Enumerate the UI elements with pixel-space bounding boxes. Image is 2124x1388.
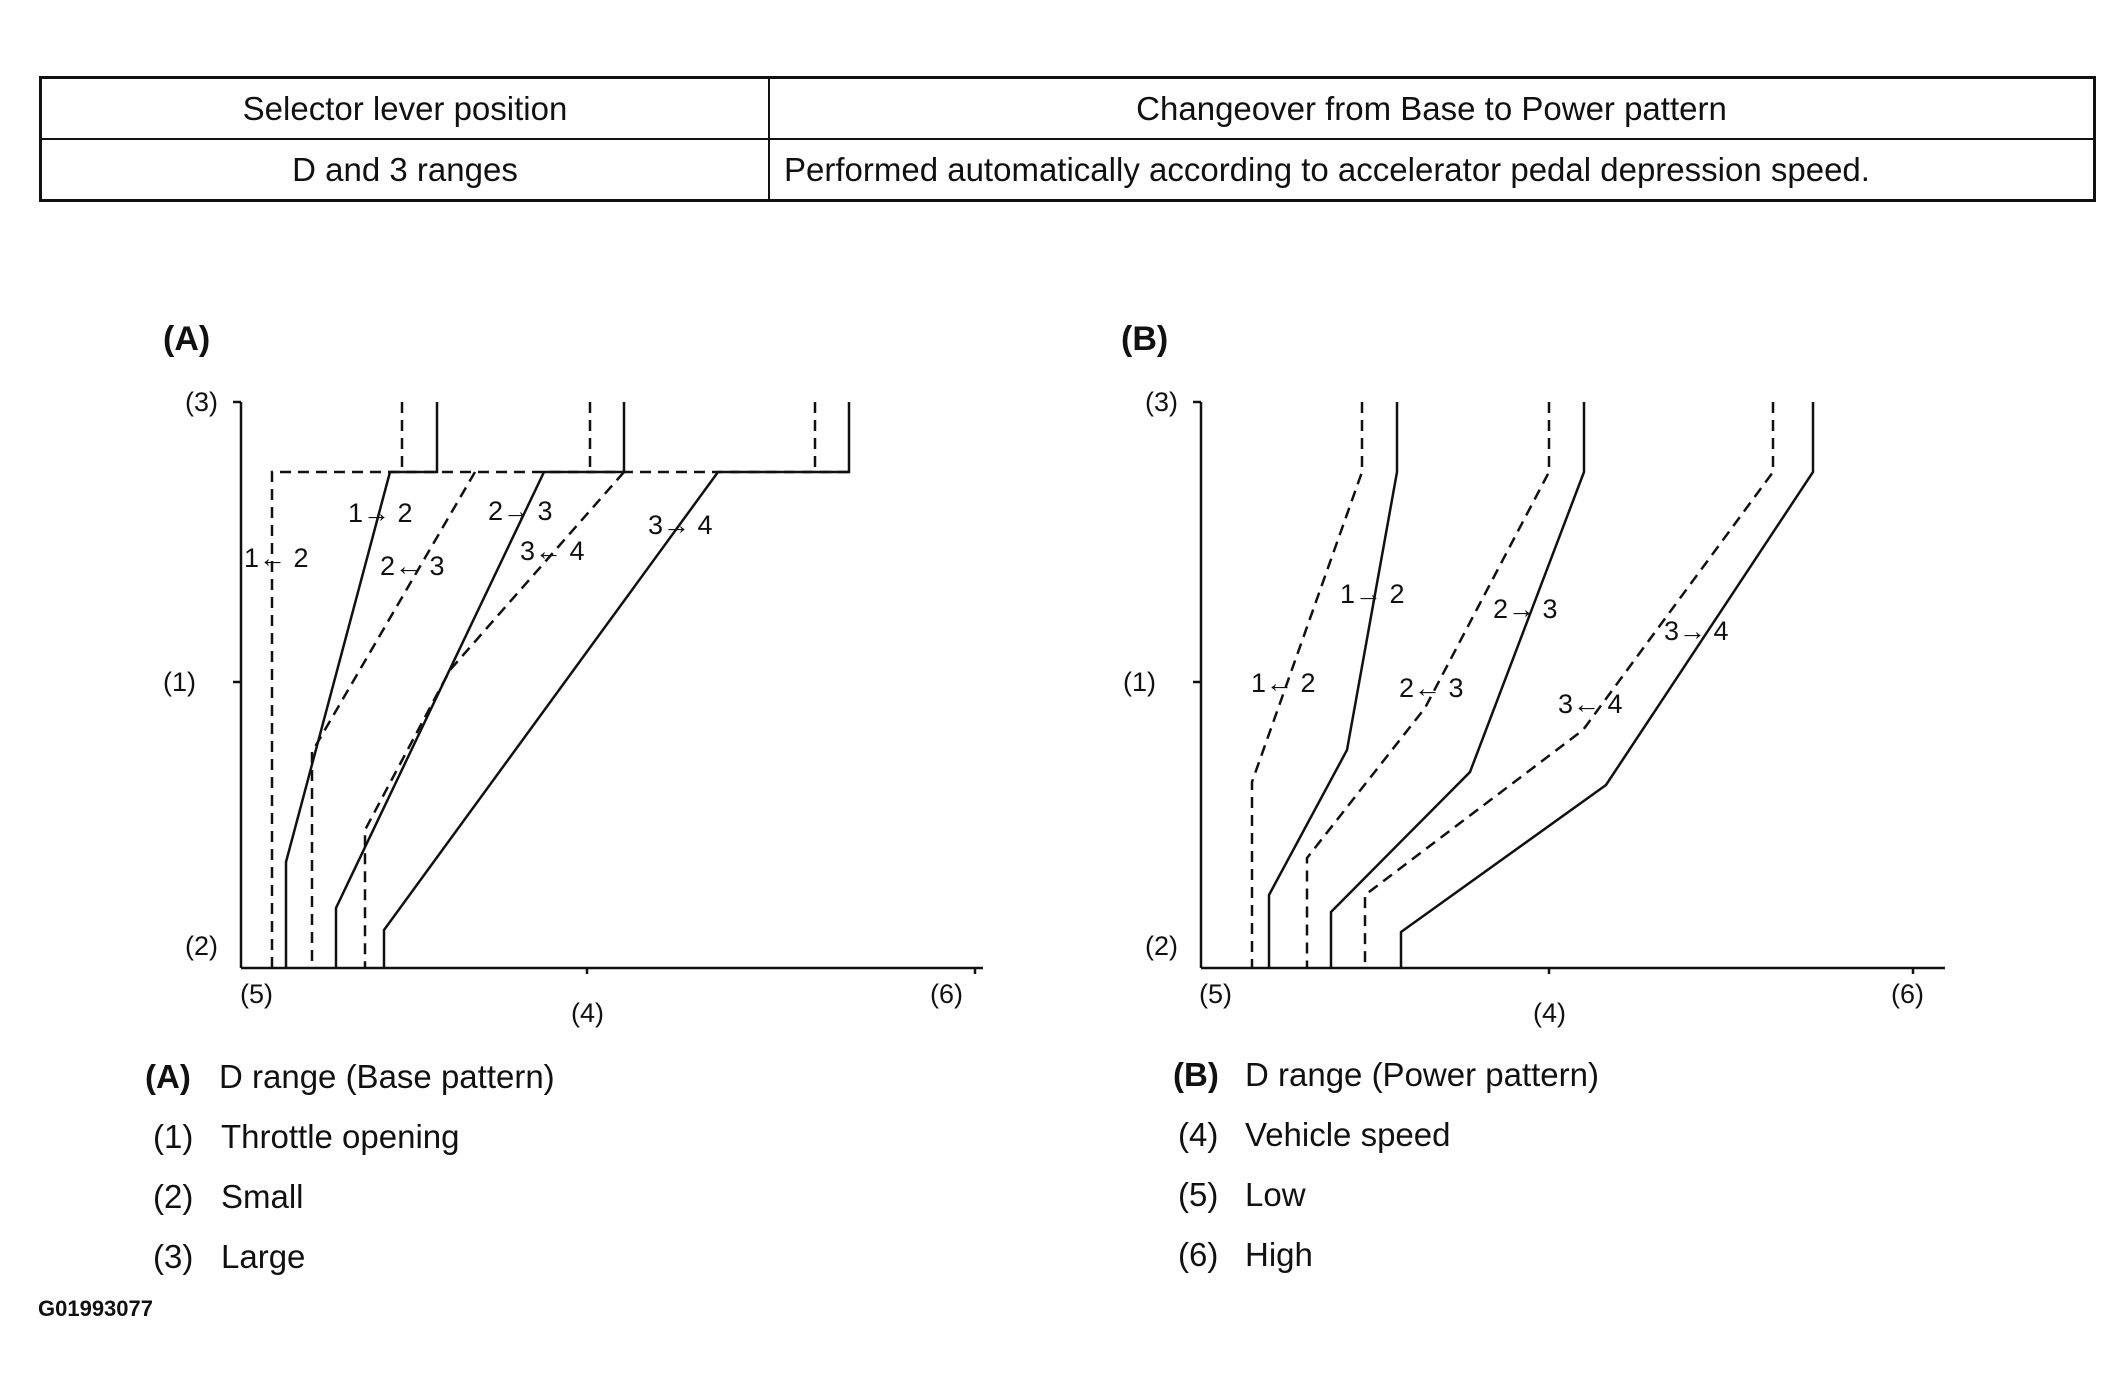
panel-b-shift-up-2-3: 2→ 3 [1493, 594, 1558, 624]
legend-item-3: (3) Large [153, 1238, 305, 1276]
panel-b-downshift-3-4 [1363, 402, 1775, 968]
panel-b-speed-label: (4) [1533, 998, 1566, 1028]
panel-b-low-label: (5) [1199, 979, 1232, 1009]
figure-id: G01993077 [38, 1296, 153, 1321]
legend-key: (3) [153, 1238, 194, 1275]
panel-a-shift-up-2-3: 2→ 3 [488, 496, 553, 526]
panel-a-high-label: (6) [930, 979, 963, 1009]
table-cell-changeover: Performed automatically according to acc… [768, 138, 2096, 202]
legend-text: Low [1245, 1176, 1306, 1213]
table-header-changeover: Changeover from Base to Power pattern [768, 76, 2096, 140]
legend-item-5: (5) Low [1178, 1176, 1306, 1214]
panel-a-upshift-2-3 [334, 402, 626, 968]
panel-a-throttle-label: (1) [163, 667, 196, 697]
legend-key: (B) [1173, 1056, 1219, 1093]
panel-b-large-label: (3) [1145, 387, 1178, 417]
panel-b-upshift-lines [1267, 402, 1815, 968]
legend-key: (2) [153, 1178, 194, 1215]
panel-a-shift-down-3-4: 3← 4 [520, 536, 585, 566]
panel-b-small-label: (2) [1145, 931, 1178, 961]
legend-text: Throttle opening [221, 1118, 460, 1155]
legend-text: High [1245, 1236, 1313, 1273]
panel-b-downshift-lines [1250, 402, 1775, 968]
legend-text: Large [221, 1238, 306, 1275]
panel-a-shift-up-1-2: 1→ 2 [348, 498, 413, 528]
panel-a-upshift-3-4 [382, 402, 851, 968]
panel-b-upshift-1-2 [1267, 402, 1399, 968]
table-row: D and 3 ranges Performed automatically a… [39, 138, 2096, 202]
legend-key: (A) [145, 1058, 191, 1095]
legend-item-2: (2) Small [153, 1178, 304, 1216]
panel-b-shift-up-1-2: 1→ 2 [1340, 579, 1405, 609]
panel-b-downshift-1-2 [1250, 402, 1364, 968]
panel-b-downshift-2-3 [1305, 402, 1551, 968]
changeover-table: Selector lever position Changeover from … [39, 76, 2096, 202]
table-header-selector: Selector lever position [39, 76, 770, 140]
legend-item-a: (A) D range (Base pattern) [145, 1058, 555, 1096]
legend-text: D range (Base pattern) [219, 1058, 555, 1095]
panel-a-shift-up-3-4: 3→ 4 [648, 510, 713, 540]
panel-a-low-label: (5) [240, 979, 273, 1009]
panel-b-shift-down-3-4: 3← 4 [1558, 689, 1623, 719]
panel-b-shift-down-2-3: 2← 3 [1399, 673, 1464, 703]
panel-a-large-label: (3) [185, 387, 218, 417]
panel-a-shift-down-2-3: 2← 3 [380, 551, 445, 581]
legend-text: Small [221, 1178, 304, 1215]
legend-item-1: (1) Throttle opening [153, 1118, 460, 1156]
legend-item-6: (6) High [1178, 1236, 1313, 1274]
panel-b-upshift-2-3 [1329, 402, 1586, 968]
panel-b-axes [1193, 400, 1945, 974]
panel-a-downshift-3-4 [363, 471, 625, 968]
legend-text: D range (Power pattern) [1245, 1056, 1599, 1093]
panel-b-high-label: (6) [1891, 979, 1924, 1009]
legend-key: (6) [1178, 1236, 1219, 1273]
panel-a-downshift-2-3 [310, 471, 477, 968]
panel-b-label: (B) [1121, 320, 1169, 358]
panel-a-shift-down-1-2: 1← 2 [244, 543, 309, 573]
legend-item-b: (B) D range (Power pattern) [1173, 1056, 1599, 1094]
legend-key: (4) [1178, 1116, 1219, 1153]
panel-a-label: (A) [163, 320, 211, 358]
panel-a-downshift-1-2 [270, 470, 849, 968]
panel-b-shift-up-3-4: 3→ 4 [1664, 616, 1729, 646]
panel-a-downshift-lines [270, 402, 849, 968]
panel-a-small-label: (2) [185, 931, 218, 961]
legend-key: (1) [153, 1118, 194, 1155]
table-header-row: Selector lever position Changeover from … [39, 76, 2096, 140]
panel-b-shift-down-1-2: 1← 2 [1251, 668, 1316, 698]
legend-key: (5) [1178, 1176, 1219, 1213]
panel-b-upshift-3-4 [1399, 402, 1815, 968]
panel-b-throttle-label: (1) [1123, 667, 1156, 697]
legend-text: Vehicle speed [1245, 1116, 1451, 1153]
panel-a-speed-label: (4) [571, 998, 604, 1028]
legend-item-4: (4) Vehicle speed [1178, 1116, 1451, 1154]
panel-a-upshift-lines [284, 402, 851, 968]
table-cell-position: D and 3 ranges [39, 138, 770, 202]
panel-a-upshift-1-2 [284, 402, 439, 968]
